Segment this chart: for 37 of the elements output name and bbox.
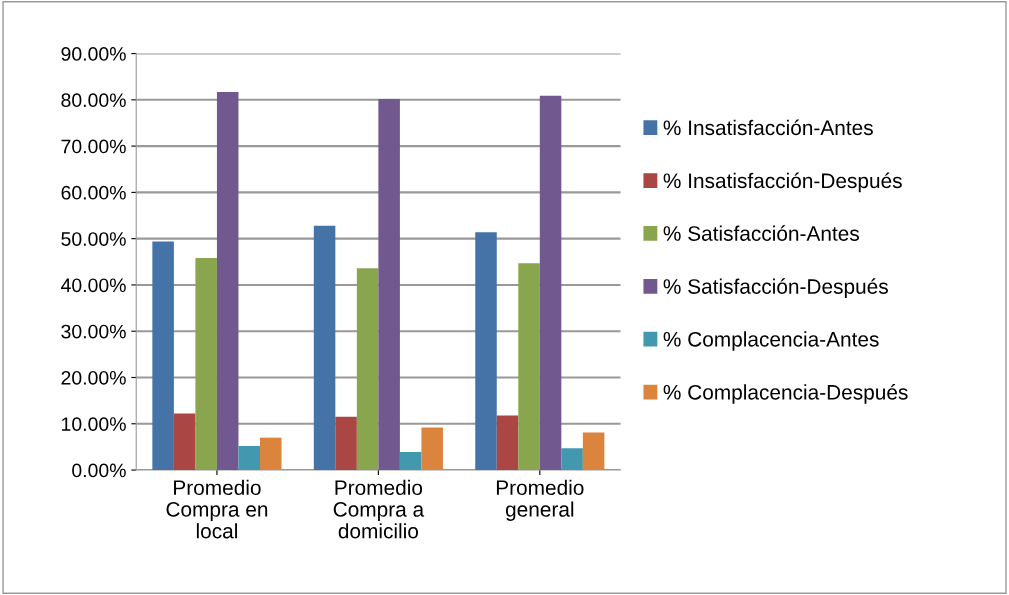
bar (421, 427, 443, 471)
bar (399, 452, 422, 471)
bar (582, 432, 605, 471)
bar (216, 91, 239, 471)
bar (496, 415, 519, 471)
bar (313, 225, 336, 471)
y-tick-label: 80.00% (61, 93, 126, 108)
legend-label: % Complacencia-Después (663, 384, 908, 404)
bar (152, 241, 174, 471)
bar (335, 416, 357, 471)
x-tick-label: Promedio general (496, 479, 584, 521)
bar (539, 95, 562, 471)
bar (238, 445, 260, 471)
y-tick-label: 30.00% (61, 324, 126, 339)
legend-label: % Complacencia-Antes (663, 331, 879, 351)
y-tick-label: 20.00% (61, 370, 126, 385)
legend-label: % Satisfacción-Antes (663, 225, 859, 241)
legend-label: % Satisfacción-Después (663, 278, 888, 299)
bar (518, 263, 540, 471)
bar (173, 413, 196, 471)
bar (195, 258, 217, 471)
x-tick-label: Promedio Compra en local (166, 479, 268, 539)
y-tick-label: 90.00% (61, 47, 126, 61)
bar (356, 268, 379, 471)
y-tick-label: 70.00% (61, 139, 126, 154)
legend-label: % Insatisfacción-Antes (663, 119, 873, 136)
bar (475, 232, 497, 471)
bar (259, 437, 282, 471)
legend-label: % Insatisfacción-Después (663, 172, 902, 193)
y-tick-label: 60.00% (61, 185, 126, 200)
y-tick-label: 50.00% (61, 232, 126, 246)
y-tick-label: 0.00% (72, 463, 126, 478)
bar (561, 448, 583, 471)
x-tick-label: Promedio Compra a domicilio (333, 479, 425, 539)
bar (378, 98, 400, 471)
y-tick-label: 10.00% (62, 417, 126, 432)
y-tick-label: 40.00% (61, 278, 126, 293)
